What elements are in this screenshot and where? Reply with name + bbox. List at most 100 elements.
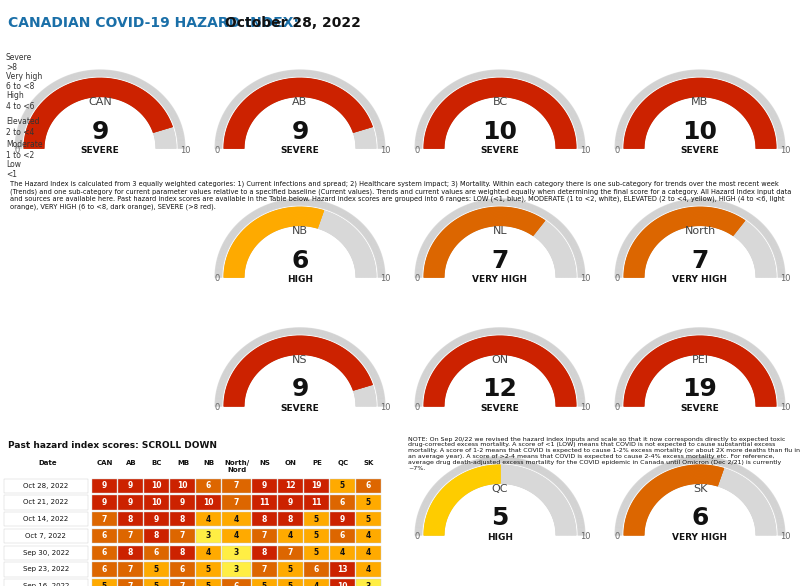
Text: 5: 5 bbox=[102, 582, 107, 586]
FancyBboxPatch shape bbox=[252, 529, 277, 543]
Text: 4: 4 bbox=[206, 548, 211, 557]
Text: Past hazard index scores: SCROLL DOWN: Past hazard index scores: SCROLL DOWN bbox=[8, 441, 217, 450]
Text: 4: 4 bbox=[234, 532, 239, 540]
Text: 10: 10 bbox=[780, 532, 790, 541]
FancyBboxPatch shape bbox=[304, 512, 329, 526]
FancyBboxPatch shape bbox=[356, 495, 381, 509]
Text: 7: 7 bbox=[262, 565, 267, 574]
Text: 4: 4 bbox=[314, 582, 319, 586]
Text: 3: 3 bbox=[234, 565, 239, 574]
Text: 6: 6 bbox=[102, 565, 107, 574]
Text: VERY HIGH: VERY HIGH bbox=[673, 275, 727, 284]
Text: 7: 7 bbox=[288, 548, 293, 557]
Text: ON: ON bbox=[491, 355, 509, 365]
Text: SK: SK bbox=[693, 484, 707, 494]
FancyBboxPatch shape bbox=[356, 512, 381, 526]
Text: NS: NS bbox=[292, 355, 308, 365]
Text: NB: NB bbox=[292, 226, 308, 236]
FancyBboxPatch shape bbox=[170, 529, 194, 543]
Text: Sep 16, 2022: Sep 16, 2022 bbox=[22, 583, 69, 586]
Text: Sep 30, 2022: Sep 30, 2022 bbox=[22, 550, 69, 556]
Text: 0: 0 bbox=[614, 145, 620, 155]
Text: 4: 4 bbox=[288, 532, 293, 540]
FancyBboxPatch shape bbox=[252, 479, 277, 493]
FancyBboxPatch shape bbox=[196, 479, 221, 493]
Text: Sep 23, 2022: Sep 23, 2022 bbox=[22, 567, 69, 573]
FancyBboxPatch shape bbox=[144, 495, 169, 509]
Text: Oct 21, 2022: Oct 21, 2022 bbox=[23, 499, 69, 505]
Text: AB: AB bbox=[292, 97, 308, 107]
FancyBboxPatch shape bbox=[252, 512, 277, 526]
FancyBboxPatch shape bbox=[196, 579, 221, 586]
Text: 9: 9 bbox=[102, 481, 107, 490]
Text: BC: BC bbox=[152, 459, 162, 465]
FancyBboxPatch shape bbox=[222, 512, 250, 526]
Text: 0: 0 bbox=[414, 403, 420, 413]
Text: 5: 5 bbox=[154, 582, 159, 586]
FancyBboxPatch shape bbox=[356, 579, 381, 586]
FancyBboxPatch shape bbox=[92, 512, 117, 526]
Text: 10: 10 bbox=[151, 498, 162, 507]
FancyBboxPatch shape bbox=[92, 546, 117, 560]
FancyBboxPatch shape bbox=[144, 512, 169, 526]
FancyBboxPatch shape bbox=[144, 546, 169, 560]
Text: 5: 5 bbox=[154, 565, 159, 574]
Text: 5: 5 bbox=[206, 565, 211, 574]
Text: 8: 8 bbox=[180, 548, 185, 557]
Text: 7: 7 bbox=[128, 582, 133, 586]
Text: Oct 28, 2022: Oct 28, 2022 bbox=[23, 483, 69, 489]
Text: NOTE: On Sep 20/22 we revised the hazard index inputs and scale so that it now c: NOTE: On Sep 20/22 we revised the hazard… bbox=[408, 437, 800, 471]
Text: NL: NL bbox=[493, 226, 507, 236]
FancyBboxPatch shape bbox=[144, 479, 169, 493]
Text: 9: 9 bbox=[340, 515, 345, 524]
Text: HIGH: HIGH bbox=[287, 275, 313, 284]
Text: 8: 8 bbox=[262, 515, 267, 524]
Text: 19: 19 bbox=[682, 377, 718, 401]
Text: 5: 5 bbox=[288, 582, 293, 586]
FancyBboxPatch shape bbox=[304, 579, 329, 586]
Text: 7: 7 bbox=[180, 532, 185, 540]
FancyBboxPatch shape bbox=[118, 495, 142, 509]
Text: 10: 10 bbox=[482, 120, 518, 144]
FancyBboxPatch shape bbox=[4, 479, 88, 493]
Text: 7: 7 bbox=[102, 515, 107, 524]
Text: 10: 10 bbox=[580, 532, 590, 541]
Text: 3: 3 bbox=[234, 548, 239, 557]
Text: 10: 10 bbox=[177, 481, 188, 490]
Text: North: North bbox=[684, 226, 716, 236]
FancyBboxPatch shape bbox=[144, 579, 169, 586]
FancyBboxPatch shape bbox=[304, 563, 329, 577]
Text: 8: 8 bbox=[262, 548, 267, 557]
FancyBboxPatch shape bbox=[304, 495, 329, 509]
Text: 8: 8 bbox=[128, 548, 133, 557]
FancyBboxPatch shape bbox=[252, 579, 277, 586]
FancyBboxPatch shape bbox=[196, 495, 221, 509]
Text: 5: 5 bbox=[366, 515, 371, 524]
FancyBboxPatch shape bbox=[330, 563, 354, 577]
Text: 10: 10 bbox=[151, 481, 162, 490]
FancyBboxPatch shape bbox=[222, 579, 250, 586]
FancyBboxPatch shape bbox=[4, 579, 88, 586]
Text: 6: 6 bbox=[691, 506, 709, 530]
Text: SEVERE: SEVERE bbox=[81, 146, 119, 155]
Text: NS: NS bbox=[259, 459, 270, 465]
FancyBboxPatch shape bbox=[278, 495, 302, 509]
Text: High
4 to <6: High 4 to <6 bbox=[6, 91, 34, 111]
Text: Low
<1: Low <1 bbox=[6, 159, 21, 179]
FancyBboxPatch shape bbox=[278, 529, 302, 543]
Text: North/
Nord: North/ Nord bbox=[225, 459, 250, 472]
Text: MB: MB bbox=[177, 459, 189, 465]
Text: 12: 12 bbox=[285, 481, 296, 490]
Text: 8: 8 bbox=[154, 532, 159, 540]
Text: 5: 5 bbox=[262, 582, 267, 586]
FancyBboxPatch shape bbox=[330, 529, 354, 543]
Text: 10: 10 bbox=[203, 498, 214, 507]
FancyBboxPatch shape bbox=[330, 479, 354, 493]
FancyBboxPatch shape bbox=[252, 563, 277, 577]
Text: 10: 10 bbox=[180, 145, 190, 155]
Text: 7: 7 bbox=[234, 481, 239, 490]
Text: 10: 10 bbox=[580, 403, 590, 413]
Text: Elevated
2 to <4: Elevated 2 to <4 bbox=[6, 117, 39, 137]
FancyBboxPatch shape bbox=[252, 546, 277, 560]
Text: 5: 5 bbox=[206, 582, 211, 586]
